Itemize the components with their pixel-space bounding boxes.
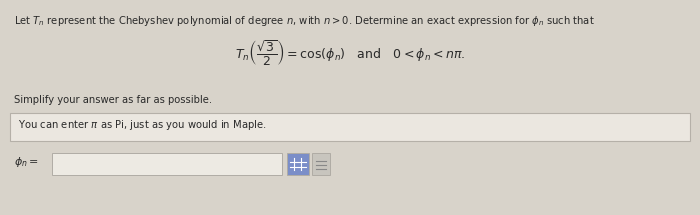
Text: Simplify your answer as far as possible.: Simplify your answer as far as possible. (14, 95, 212, 105)
Text: $\phi_n =$: $\phi_n =$ (14, 155, 39, 169)
Bar (287, 153, 309, 175)
Text: Let $T_n$ represent the Chebyshev polynomial of degree $n$, with $n > 0$. Determ: Let $T_n$ represent the Chebyshev polyno… (14, 14, 595, 28)
Bar (10, 113, 690, 141)
Text: You can enter $\pi$ as Pi, just as you would in Maple.: You can enter $\pi$ as Pi, just as you w… (18, 118, 267, 132)
Bar (312, 153, 330, 175)
Text: $T_n\left(\dfrac{\sqrt{3}}{2}\right) = \cos(\phi_n)\quad\text{and}\quad 0 < \phi: $T_n\left(\dfrac{\sqrt{3}}{2}\right) = \… (234, 38, 466, 68)
Bar (52, 153, 282, 175)
